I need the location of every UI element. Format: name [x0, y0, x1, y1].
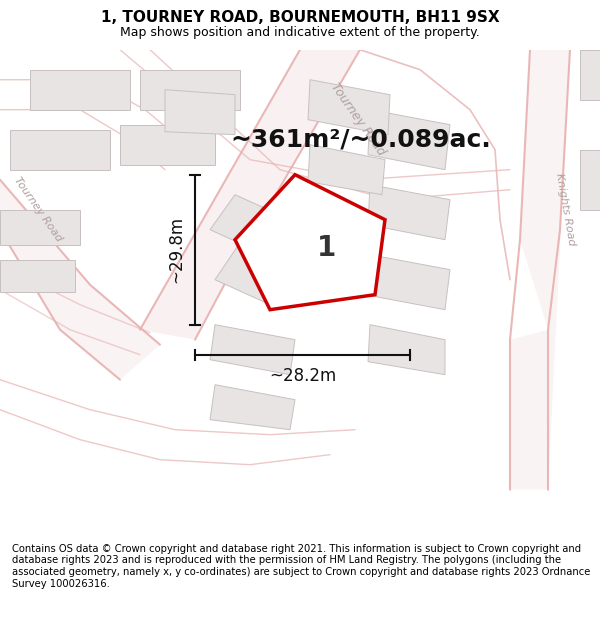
Polygon shape: [210, 324, 295, 374]
Polygon shape: [365, 254, 450, 309]
Polygon shape: [140, 49, 360, 339]
Polygon shape: [368, 110, 450, 169]
Text: Map shows position and indicative extent of the property.: Map shows position and indicative extent…: [120, 26, 480, 39]
Polygon shape: [215, 242, 295, 304]
Text: 1: 1: [317, 234, 337, 262]
Text: ~29.8m: ~29.8m: [167, 216, 185, 283]
Polygon shape: [0, 179, 160, 379]
Polygon shape: [510, 49, 570, 489]
Polygon shape: [580, 149, 600, 209]
Polygon shape: [210, 194, 290, 254]
Text: ~361m²/~0.089ac.: ~361m²/~0.089ac.: [230, 127, 491, 152]
Polygon shape: [30, 69, 130, 110]
Polygon shape: [120, 124, 215, 164]
Polygon shape: [165, 89, 235, 134]
Polygon shape: [580, 49, 600, 99]
Polygon shape: [10, 129, 110, 169]
Text: ~28.2m: ~28.2m: [269, 367, 336, 384]
Polygon shape: [235, 174, 385, 309]
Polygon shape: [140, 69, 240, 110]
Text: Contains OS data © Crown copyright and database right 2021. This information is : Contains OS data © Crown copyright and d…: [12, 544, 590, 589]
Polygon shape: [368, 184, 450, 239]
Text: 1, TOURNEY ROAD, BOURNEMOUTH, BH11 9SX: 1, TOURNEY ROAD, BOURNEMOUTH, BH11 9SX: [101, 10, 499, 25]
Polygon shape: [308, 79, 390, 134]
Polygon shape: [0, 259, 75, 292]
Text: Knights Road: Knights Road: [554, 173, 577, 247]
Polygon shape: [210, 384, 295, 429]
Text: Tourney Road: Tourney Road: [328, 81, 388, 158]
Text: Tourney Road: Tourney Road: [12, 176, 64, 244]
Polygon shape: [368, 324, 445, 374]
Polygon shape: [308, 144, 385, 194]
Polygon shape: [0, 209, 80, 244]
